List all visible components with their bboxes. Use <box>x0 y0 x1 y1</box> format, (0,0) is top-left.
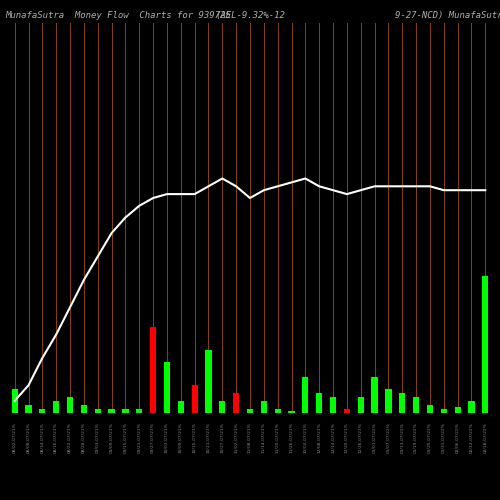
Bar <box>219 401 226 412</box>
Bar <box>108 408 114 412</box>
Bar <box>81 404 87 412</box>
Bar <box>413 397 419 412</box>
Bar <box>468 401 474 412</box>
Bar <box>192 385 198 412</box>
Text: (AEL-9.32%-12: (AEL-9.32%-12 <box>215 11 285 20</box>
Bar <box>12 389 18 412</box>
Bar <box>164 362 170 412</box>
Bar <box>178 401 184 412</box>
Bar <box>260 401 267 412</box>
Bar <box>358 397 364 412</box>
Bar <box>427 404 433 412</box>
Bar <box>330 397 336 412</box>
Text: 9-27-NCD) MunafaSutra.co: 9-27-NCD) MunafaSutra.co <box>395 11 500 20</box>
Bar <box>302 378 308 412</box>
Bar <box>136 408 142 412</box>
Bar <box>53 401 60 412</box>
Bar <box>122 408 128 412</box>
Bar <box>482 276 488 412</box>
Bar <box>440 408 447 412</box>
Bar <box>67 397 73 412</box>
Text: MunafaSutra  Money Flow  Charts for 939725: MunafaSutra Money Flow Charts for 939725 <box>5 11 231 20</box>
Bar <box>26 404 32 412</box>
Bar <box>40 408 46 412</box>
Bar <box>94 408 101 412</box>
Bar <box>344 408 350 412</box>
Bar <box>274 408 281 412</box>
Bar <box>233 393 239 412</box>
Bar <box>372 378 378 412</box>
Bar <box>247 408 253 412</box>
Bar <box>288 410 294 412</box>
Bar <box>454 406 460 412</box>
Bar <box>316 393 322 412</box>
Bar <box>206 350 212 412</box>
Bar <box>150 326 156 412</box>
Bar <box>399 393 406 412</box>
Bar <box>386 389 392 412</box>
